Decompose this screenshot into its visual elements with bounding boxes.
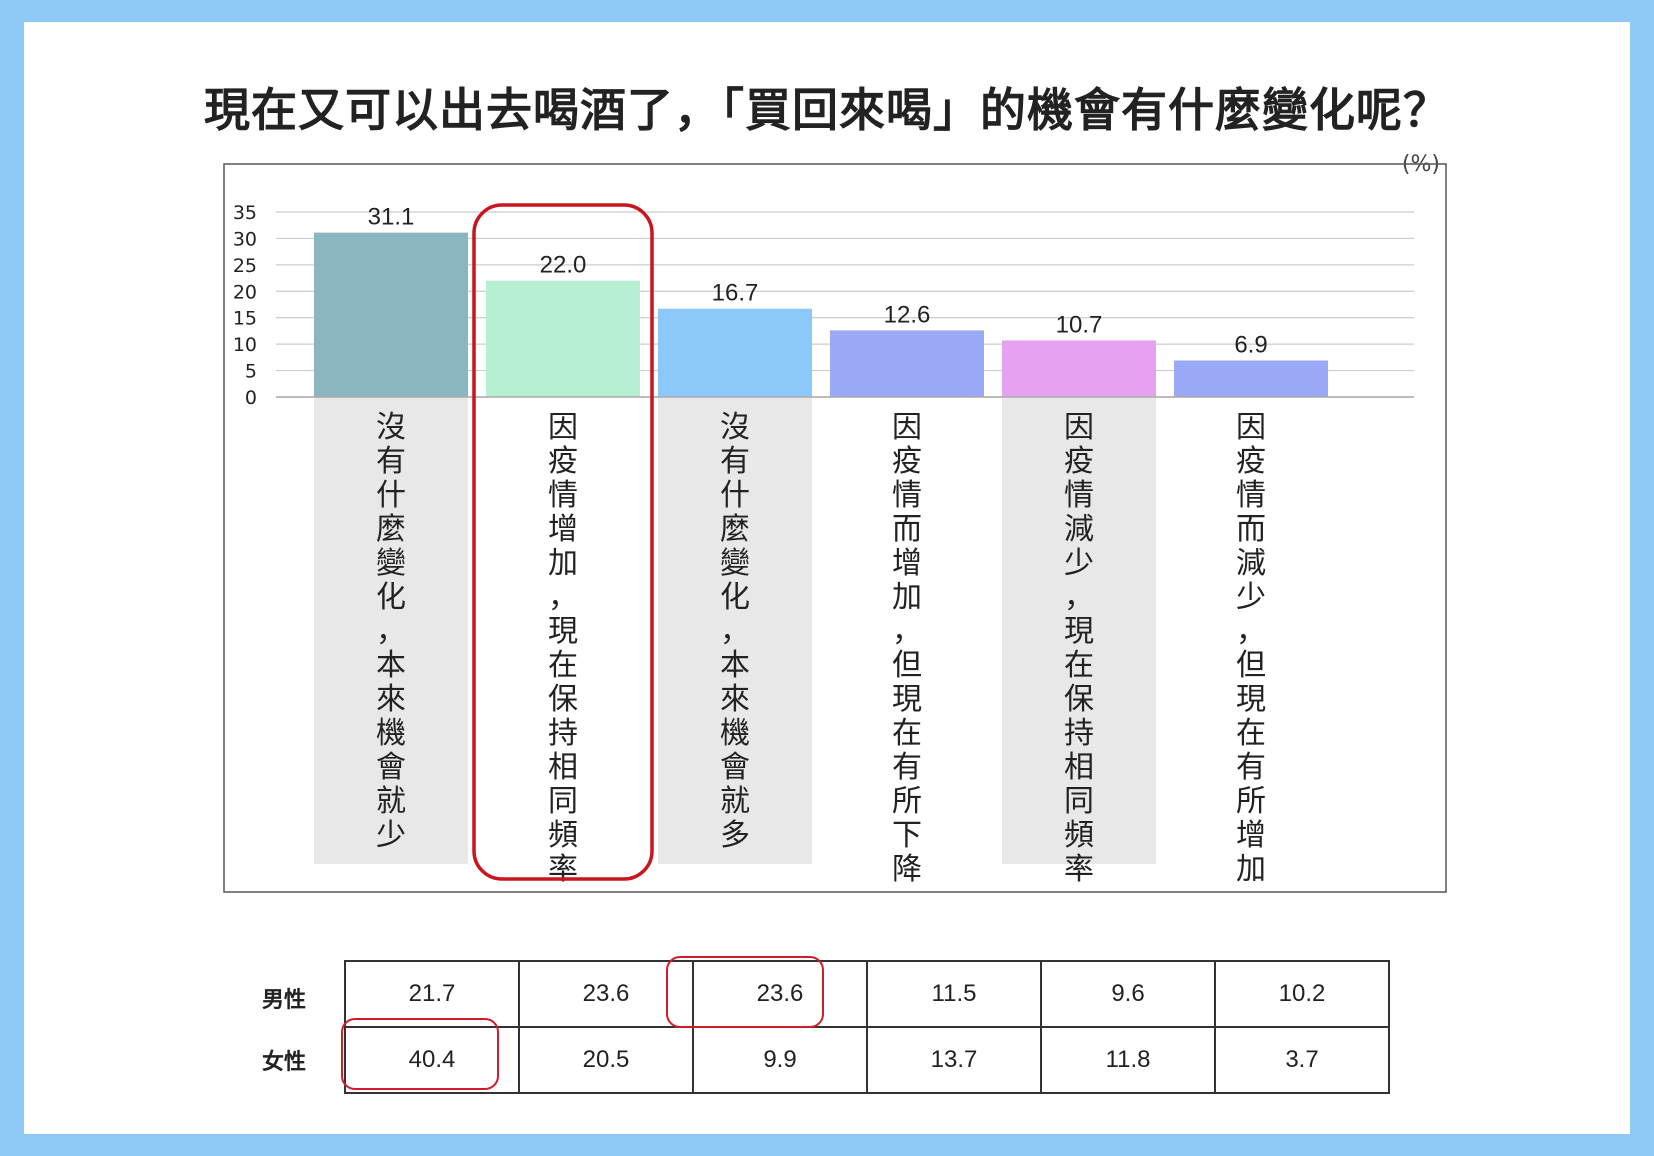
y-tick-label: 10 <box>233 334 257 356</box>
category-label: 因疫情增加，現在保持相同頻率 <box>548 410 578 887</box>
category-label: 沒有什麼變化，本來機會就多 <box>720 410 750 853</box>
chart-title: 現在又可以出去喝酒了，「買回來喝」的機會有什麼變化呢？ <box>204 83 1450 137</box>
category-label-panel <box>486 397 640 864</box>
y-tick-label: 25 <box>233 255 257 277</box>
row-label-male: 男性 <box>262 988 307 1013</box>
y-tick-label: 0 <box>245 387 257 409</box>
bar <box>314 232 468 397</box>
table-cell: 21.7 <box>344 960 520 1028</box>
bar-chart: 35 30 25 20 15 10 5 0 31.1 沒有什麼變化，本來機會就少 22.0 因疫情增加… <box>223 163 1447 893</box>
table-cell: 11.8 <box>1040 1026 1216 1094</box>
table-cell: 23.6 <box>518 960 694 1028</box>
plot-frame <box>223 163 1447 893</box>
card: 現在又可以出去喝酒了，「買回來喝」的機會有什麼變化呢？ (%) 35 30 25 20… <box>24 22 1630 1134</box>
category-label-panel <box>314 397 468 864</box>
category-label: 沒有什麼變化，本來機會就少 <box>376 410 406 853</box>
bar-value-label: 31.1 <box>368 204 415 231</box>
y-tick-label: 30 <box>233 228 257 250</box>
category-label-panel <box>1174 397 1328 864</box>
category-label-panel <box>658 397 812 864</box>
category-label-panel <box>830 397 984 864</box>
table-row-female: 40.4 20.5 9.9 13.7 11.8 3.7 <box>344 1026 1390 1094</box>
y-tick-label: 20 <box>233 281 257 303</box>
table-cell: 11.5 <box>866 960 1042 1028</box>
gender-table: 21.7 23.6 23.6 11.5 9.6 10.2 40.4 20.5 9… <box>344 960 1390 1094</box>
table-cell: 9.9 <box>692 1026 868 1094</box>
row-label-female: 女性 <box>262 1050 307 1075</box>
category-label: 因疫情而減少，但現在有所增加 <box>1236 410 1266 887</box>
bar <box>486 280 640 397</box>
table-cell: 23.6 <box>692 960 868 1028</box>
table-cell: 3.7 <box>1214 1026 1390 1094</box>
bar-value-label: 16.7 <box>712 280 759 307</box>
category-label: 因疫情而增加，但現在有所下降 <box>892 410 922 887</box>
table-cell: 13.7 <box>866 1026 1042 1094</box>
bar <box>1174 360 1328 397</box>
y-tick-label: 15 <box>233 308 257 330</box>
category-label-panel <box>1002 397 1156 864</box>
table-cell: 10.2 <box>1214 960 1390 1028</box>
bar <box>1002 340 1156 397</box>
bar <box>658 308 812 397</box>
bar-value-label: 6.9 <box>1234 332 1267 359</box>
highlight-frame-category <box>472 203 654 881</box>
bar-value-label: 22.0 <box>540 252 587 279</box>
category-label: 因疫情減少，現在保持相同頻率 <box>1064 410 1094 887</box>
y-tick-label: 5 <box>245 361 257 383</box>
table-row-male: 21.7 23.6 23.6 11.5 9.6 10.2 <box>344 960 1390 1028</box>
table-cell: 40.4 <box>344 1026 520 1094</box>
bar <box>830 330 984 397</box>
bar-value-label: 12.6 <box>884 301 931 328</box>
bar-value-label: 10.7 <box>1056 311 1103 338</box>
y-tick-label: 35 <box>233 202 257 224</box>
table-cell: 20.5 <box>518 1026 694 1094</box>
table-cell: 9.6 <box>1040 960 1216 1028</box>
